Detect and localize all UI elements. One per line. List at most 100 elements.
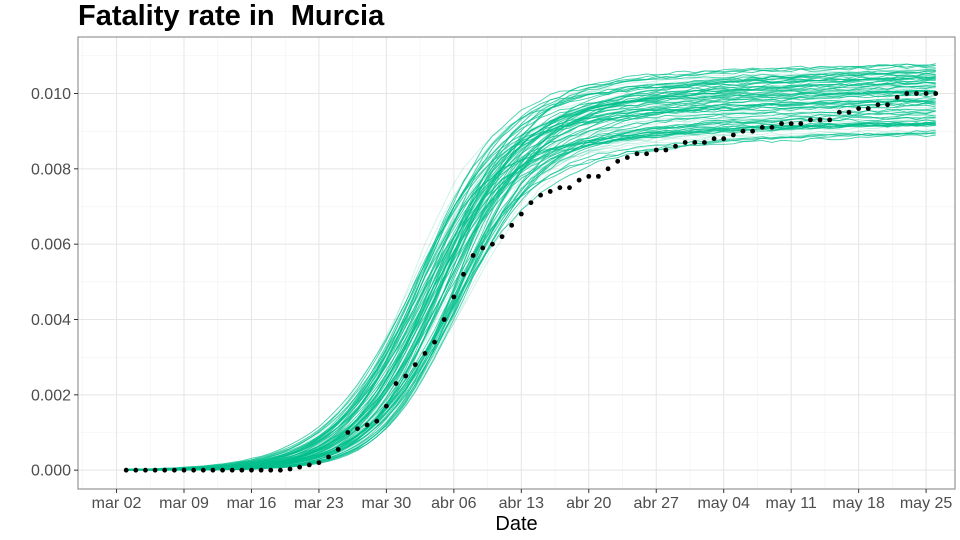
data-point (538, 192, 543, 198)
data-point (808, 117, 813, 123)
data-point (596, 173, 601, 179)
x-tick-label: mar 02 (92, 495, 142, 512)
data-point (856, 106, 862, 111)
y-tick-label: 0.002 (31, 387, 71, 404)
data-point (692, 140, 698, 145)
data-point (933, 91, 939, 96)
data-point (682, 140, 688, 145)
data-point (634, 151, 640, 157)
data-point (711, 136, 717, 142)
data-point (451, 294, 457, 300)
data-point (364, 422, 370, 428)
data-point (576, 177, 582, 183)
data-point (875, 102, 881, 108)
x-tick-label: abr 27 (634, 495, 679, 512)
y-axis: 0.000 0.002 0.004 0.006 0.008 0.010 (31, 86, 78, 480)
simulated-curve (126, 97, 936, 470)
x-tick-label: abr 06 (431, 495, 476, 512)
data-point (518, 211, 524, 217)
x-tick-label: abr 13 (499, 495, 544, 512)
data-point (412, 362, 418, 368)
panel-border (77, 36, 956, 490)
x-tick-label: mar 30 (361, 495, 411, 512)
data-point (287, 466, 293, 472)
data-point (923, 91, 929, 96)
data-point (740, 128, 746, 134)
x-tick-label: mar 23 (294, 495, 344, 512)
simulated-curve (126, 104, 936, 471)
data-point (374, 418, 380, 424)
data-point (297, 464, 303, 470)
data-point (268, 467, 274, 473)
data-point (326, 454, 331, 460)
data-point (143, 467, 148, 473)
data-point (557, 185, 563, 191)
simulated-curve (126, 132, 936, 471)
data-point (653, 147, 659, 153)
data-point (769, 125, 775, 130)
data-point (817, 117, 823, 123)
data-point (355, 426, 360, 432)
x-tick-label: abr 20 (566, 495, 611, 512)
data-point (865, 106, 871, 111)
data-point (403, 373, 409, 379)
data-point (480, 245, 486, 251)
data-point (730, 132, 736, 138)
simulated-curve (126, 116, 936, 471)
data-point (885, 102, 890, 108)
x-axis-title: Date (495, 513, 537, 535)
grid (78, 37, 955, 489)
simulated-curve (126, 116, 936, 470)
y-tick-label: 0.000 (31, 463, 71, 480)
data-point (162, 467, 168, 473)
data-point (615, 158, 621, 164)
data-point (750, 128, 756, 134)
y-tick-label: 0.008 (31, 161, 71, 178)
data-point (229, 467, 235, 473)
data-point (432, 339, 437, 345)
data-point (461, 271, 466, 277)
x-tick-label: may 25 (900, 495, 953, 512)
data-point (490, 241, 495, 247)
data-point (798, 121, 804, 127)
data-point (470, 253, 476, 258)
panel-background (78, 37, 955, 489)
data-point (345, 430, 351, 435)
y-tick-label: 0.006 (31, 237, 71, 254)
data-point (258, 467, 264, 473)
simulated-curve (126, 109, 936, 471)
data-point (663, 147, 669, 153)
x-tick-label: mar 09 (159, 495, 209, 512)
x-tick-label: may 04 (697, 495, 750, 512)
data-point (191, 467, 197, 473)
data-point (567, 185, 572, 191)
data-point (788, 121, 794, 127)
data-point (914, 91, 919, 96)
data-point (528, 200, 534, 206)
simulated-curve (126, 134, 936, 471)
data-point (422, 351, 428, 356)
data-point (277, 467, 283, 473)
data-point (624, 155, 630, 160)
data-point (605, 166, 611, 172)
data-point (499, 234, 505, 240)
data-point (152, 467, 158, 473)
data-point (393, 381, 399, 386)
data-point (210, 467, 216, 473)
data-point (827, 117, 833, 123)
data-point (200, 467, 206, 473)
data-point (316, 460, 322, 466)
data-point (702, 140, 707, 145)
data-point (846, 109, 852, 115)
simulated-curve (126, 73, 936, 471)
data-point (249, 467, 254, 473)
data-point (836, 109, 842, 115)
x-tick-label: mar 16 (227, 495, 277, 512)
x-axis: mar 02 mar 09 mar 16 mar 23 mar 30 abr 06 abr … (92, 489, 953, 512)
data-point (133, 467, 139, 473)
data-point (779, 121, 784, 127)
x-tick-label: may 11 (766, 495, 817, 512)
data-point (441, 317, 447, 322)
data-point (586, 173, 592, 179)
